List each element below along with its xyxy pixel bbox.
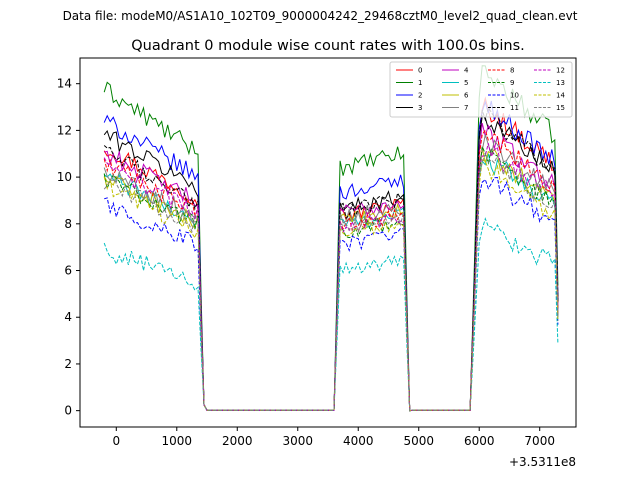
x-tick-label: 2000 bbox=[222, 434, 253, 448]
x-tick-label: 4000 bbox=[343, 434, 374, 448]
x-tick-label: 7000 bbox=[524, 434, 555, 448]
legend-box bbox=[389, 61, 573, 118]
legend-label-12: 12 bbox=[556, 67, 565, 75]
legend-label-15: 15 bbox=[556, 104, 565, 112]
chart-suptitle: Data file: modeM0/AS1A10_102T09_90000042… bbox=[63, 9, 578, 23]
x-tick-label: 6000 bbox=[464, 434, 495, 448]
legend-label-11: 11 bbox=[510, 104, 519, 112]
y-tick-label: 10 bbox=[57, 170, 72, 184]
x-offset-label: +3.5311e8 bbox=[509, 455, 576, 469]
x-tick-label: 0 bbox=[112, 434, 120, 448]
x-tick-label: 1000 bbox=[162, 434, 193, 448]
x-tick-label: 5000 bbox=[403, 434, 434, 448]
series-line-4 bbox=[104, 122, 559, 412]
legend-label-7: 7 bbox=[464, 104, 468, 112]
legend-label-9: 9 bbox=[510, 79, 514, 87]
y-tick-label: 4 bbox=[64, 310, 72, 324]
legend-label-14: 14 bbox=[556, 92, 565, 100]
legend-label-3: 3 bbox=[418, 104, 422, 112]
series-line-7 bbox=[103, 134, 559, 412]
legend-label-1: 1 bbox=[418, 79, 422, 87]
legend-label-6: 6 bbox=[464, 92, 469, 100]
y-tick-label: 0 bbox=[64, 404, 72, 418]
y-tick-label: 6 bbox=[64, 264, 72, 278]
y-tick-label: 8 bbox=[64, 217, 72, 231]
legend-label-4: 4 bbox=[464, 67, 469, 75]
legend-label-2: 2 bbox=[418, 92, 422, 100]
series-line-0 bbox=[103, 96, 559, 412]
series-line-5 bbox=[103, 153, 559, 412]
legend-label-10: 10 bbox=[510, 92, 519, 100]
series-line-13 bbox=[103, 217, 559, 412]
chart-title: Quadrant 0 module wise count rates with … bbox=[131, 38, 525, 54]
series-line-2 bbox=[103, 100, 559, 412]
x-tick-label: 3000 bbox=[282, 434, 313, 448]
y-tick-label: 12 bbox=[57, 123, 72, 137]
legend-label-0: 0 bbox=[418, 67, 422, 75]
legend-label-8: 8 bbox=[510, 67, 514, 75]
y-tick-label: 14 bbox=[57, 77, 72, 91]
legend-label-5: 5 bbox=[464, 79, 468, 87]
y-tick-label: 2 bbox=[64, 357, 72, 371]
series-line-15 bbox=[103, 152, 559, 412]
series-line-10 bbox=[104, 176, 559, 412]
series-line-12 bbox=[103, 143, 559, 412]
plot-frame bbox=[79, 57, 577, 428]
legend-label-13: 13 bbox=[556, 79, 565, 87]
